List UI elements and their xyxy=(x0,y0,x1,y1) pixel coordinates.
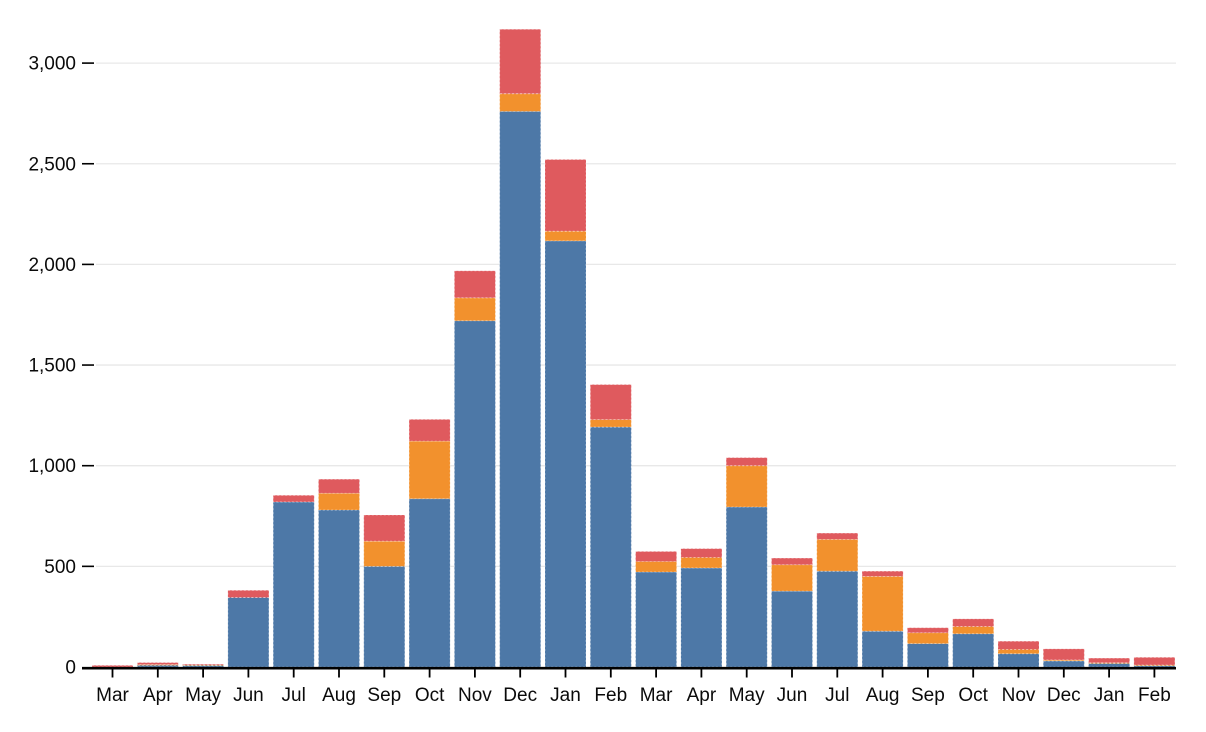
x-axis-label: Oct xyxy=(958,685,988,706)
x-axis-label: Mar xyxy=(640,685,673,706)
bar-segment-orange-jun-15 xyxy=(771,564,813,592)
x-axis-label: Apr xyxy=(143,685,173,706)
bar-segment-red-sep-18 xyxy=(907,627,949,634)
bar-segment-blue-jun-15 xyxy=(771,590,813,668)
x-axis-label: Oct xyxy=(415,685,445,706)
bar-segment-orange-sep-6 xyxy=(363,540,406,567)
bar-segment-blue-apr-13 xyxy=(680,567,723,668)
bar-segment-red-dec-21 xyxy=(1042,648,1085,661)
x-axis-label: Aug xyxy=(866,685,900,706)
bar-segment-blue-sep-18 xyxy=(907,643,949,668)
bar-segment-blue-aug-17 xyxy=(861,630,904,668)
x-axis-label: Nov xyxy=(458,685,492,706)
y-axis-label: 3,000 xyxy=(28,54,76,75)
x-axis-label: Jan xyxy=(1094,685,1125,706)
x-axis-label: Sep xyxy=(911,685,945,706)
x-axis-label: Nov xyxy=(1002,685,1036,706)
bar-segment-red-mar-12 xyxy=(635,551,677,562)
bar-segment-blue-nov-20 xyxy=(997,653,1040,668)
x-axis-label: May xyxy=(729,685,765,706)
bar-segment-blue-nov-8 xyxy=(453,320,496,668)
bar-segment-orange-jul-16 xyxy=(816,538,859,572)
bar-segment-red-jan-22 xyxy=(1088,657,1130,664)
bar-segment-red-apr-13 xyxy=(680,548,723,558)
bar-segment-red-aug-17 xyxy=(861,570,904,577)
bar-segment-orange-mar-12 xyxy=(635,561,677,573)
x-axis-label: Aug xyxy=(322,685,356,706)
bar-segment-red-may-2 xyxy=(182,663,225,666)
bar-segment-blue-may-14 xyxy=(725,506,768,668)
bar-segment-red-mar-0 xyxy=(91,664,134,668)
bar-segment-orange-sep-18 xyxy=(907,632,949,645)
bar-segment-blue-sep-6 xyxy=(363,565,406,668)
x-axis-label: May xyxy=(185,685,221,706)
bar-segment-orange-may-14 xyxy=(725,465,768,508)
bar-segment-red-sep-6 xyxy=(363,514,406,542)
bar-segment-orange-nov-8 xyxy=(453,297,496,322)
y-axis-label: 1,500 xyxy=(28,356,76,377)
x-axis-label: Feb xyxy=(1138,685,1171,706)
x-axis-label: Jan xyxy=(550,685,581,706)
bar-segment-red-nov-20 xyxy=(997,640,1040,650)
bar-segment-red-apr-1 xyxy=(136,662,179,665)
bar-segment-orange-aug-5 xyxy=(318,492,360,511)
bar-segment-blue-aug-5 xyxy=(318,509,360,668)
bar-segment-blue-jun-3 xyxy=(227,597,270,668)
bar-segment-blue-dec-9 xyxy=(499,111,542,668)
x-axis-label: Dec xyxy=(1047,685,1081,706)
x-axis-label: Jul xyxy=(825,685,849,706)
bar-segment-orange-apr-13 xyxy=(680,557,723,569)
bar-segment-blue-oct-19 xyxy=(952,633,995,668)
x-axis-label: Sep xyxy=(367,685,401,706)
bar-segment-red-jun-15 xyxy=(771,557,813,566)
bar-segment-red-jul-16 xyxy=(816,532,859,540)
bar-segment-red-jul-4 xyxy=(272,494,315,503)
x-axis-label: Jun xyxy=(777,685,808,706)
bar-segment-red-may-14 xyxy=(725,457,768,467)
bar-segment-blue-mar-12 xyxy=(635,571,677,668)
x-axis-label: Jul xyxy=(282,685,306,706)
y-axis-label: 2,000 xyxy=(28,255,76,276)
bar-segment-orange-feb-11 xyxy=(589,419,632,428)
bar-segment-orange-oct-7 xyxy=(408,440,451,500)
bar-segment-orange-nov-20 xyxy=(997,649,1040,655)
bar-segment-blue-jul-16 xyxy=(816,570,859,668)
bar-segment-red-nov-8 xyxy=(453,270,496,299)
bar-segment-orange-jan-10 xyxy=(544,230,587,242)
y-axis-label: 0 xyxy=(65,658,76,679)
bar-segment-red-jun-3 xyxy=(227,589,270,598)
x-axis-label: Jun xyxy=(233,685,264,706)
x-axis-label: Mar xyxy=(96,685,129,706)
bar-segment-blue-dec-21 xyxy=(1042,660,1085,668)
y-axis-label: 1,000 xyxy=(28,456,76,477)
bar-segment-blue-feb-11 xyxy=(589,426,632,668)
bar-segment-red-oct-7 xyxy=(408,419,451,442)
bar-segment-red-feb-11 xyxy=(589,384,632,421)
x-axis-label: Apr xyxy=(687,685,717,706)
bar-segment-red-aug-5 xyxy=(318,478,360,494)
bar-segment-orange-dec-9 xyxy=(499,93,542,112)
x-axis-label: Dec xyxy=(503,685,537,706)
x-axis-label: Feb xyxy=(594,685,627,706)
bar-segment-red-dec-9 xyxy=(499,28,542,95)
y-axis-label: 500 xyxy=(44,557,76,578)
bar-segment-red-oct-19 xyxy=(952,618,995,627)
bar-segment-blue-jan-10 xyxy=(544,240,587,668)
bar-segment-red-jan-10 xyxy=(544,159,587,232)
bar-segment-blue-jul-4 xyxy=(272,501,315,668)
bar-segment-orange-oct-19 xyxy=(952,626,995,635)
bar-segment-blue-oct-7 xyxy=(408,498,451,668)
bar-segment-orange-aug-17 xyxy=(861,576,904,632)
y-axis-label: 2,500 xyxy=(28,154,76,175)
bar-segment-red-feb-23 xyxy=(1133,656,1176,666)
